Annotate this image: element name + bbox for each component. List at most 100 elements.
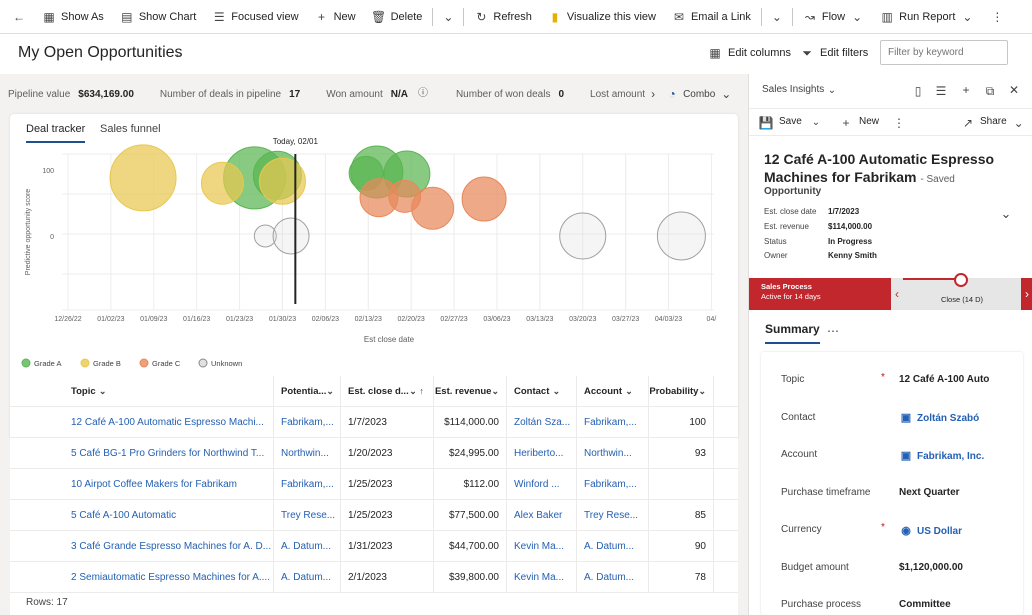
plus-icon[interactable]: + — [962, 83, 970, 97]
column-header[interactable]: Account ⌄ — [577, 376, 649, 407]
info-icon[interactable]: ⓘ — [417, 88, 428, 99]
field-value[interactable]: Next Quarter — [899, 487, 960, 498]
table-cell[interactable]: 12 Café A-100 Automatic Espresso Machi..… — [64, 407, 274, 438]
table-cell[interactable]: A. Datum... — [577, 531, 649, 562]
bpf-next-stage[interactable]: › — [1021, 278, 1032, 310]
panel-new-button[interactable]: + New — [839, 116, 879, 130]
account-icon: ▣ — [900, 449, 912, 462]
table-cell[interactable]: 5 Café BG-1 Pro Grinders for Northwind T… — [64, 438, 274, 469]
field-value[interactable]: ▣ Zoltán Szabó — [899, 412, 979, 426]
table-cell[interactable]: Fabrikam,... — [577, 407, 649, 438]
run-report-button[interactable]: ▥ Run Report ⌄ — [881, 9, 973, 24]
chevron-down-icon[interactable]: ⌄ — [174, 47, 184, 60]
delete-menu-chevron[interactable]: ⌄ — [435, 0, 461, 34]
tab-deal-tracker[interactable]: Deal tracker — [26, 123, 86, 143]
table-cell[interactable]: Trey Rese... — [577, 500, 649, 531]
list-icon[interactable]: ☰ — [935, 84, 947, 98]
table-cell[interactable]: Northwin... — [577, 438, 649, 469]
email-menu-chevron[interactable]: ⌄ — [764, 0, 790, 34]
table-cell[interactable]: Trey Rese... — [274, 500, 341, 531]
table-cell[interactable]: Heriberto... — [507, 438, 577, 469]
more-vertical-icon[interactable]: ⋮ — [893, 116, 905, 130]
visualize-button[interactable]: ▮ Visualize this view — [540, 0, 664, 34]
more-commands-button[interactable]: ⋮ — [982, 0, 1012, 34]
bpf-process-label[interactable]: Sales Process Active for 14 days — [749, 278, 891, 310]
field-value[interactable]: Committee — [899, 599, 951, 610]
table-cell[interactable]: Winford ... — [507, 469, 577, 500]
column-header[interactable]: Topic ⌄ — [64, 376, 274, 407]
table-cell[interactable]: Zoltán Sza... — [507, 407, 577, 438]
close-icon[interactable]: ✕ — [1008, 83, 1020, 97]
bpf-stage-track: Close (14 D) — [903, 273, 1021, 310]
table-cell[interactable]: 3 Café Grande Espresso Machines for A. D… — [64, 531, 274, 562]
email-link-button[interactable]: ✉ Email a Link — [673, 9, 751, 24]
main-area: Pipeline value $634,169.00 Number of deal… — [0, 74, 746, 615]
table-row[interactable]: 5 Café A-100 Automatic Trey Rese... 1/25/2… — [10, 500, 738, 531]
table-row[interactable]: 3 Café Grande Espresso Machines for A. D… — [10, 531, 738, 562]
flow-icon: ↝ — [804, 9, 815, 24]
table-cell[interactable]: A. Datum... — [577, 562, 649, 593]
chevron-down-icon: ⌄ — [491, 386, 499, 396]
bpf-stage-label[interactable]: Close (14 D) — [940, 295, 984, 304]
tab-summary[interactable]: Summary — [765, 322, 820, 344]
table-cell[interactable]: A. Datum... — [274, 531, 341, 562]
filter-keyword-input[interactable] — [880, 40, 1008, 65]
table-cell[interactable]: Fabrikam,... — [577, 469, 649, 500]
table-cell[interactable]: 5 Café A-100 Automatic — [64, 500, 274, 531]
table-row[interactable]: 10 Airpot Coffee Makers for Fabrikam Fabr… — [10, 469, 738, 500]
record-type: Opportunity — [764, 186, 822, 197]
table-cell[interactable]: Kevin Ma... — [507, 531, 577, 562]
delete-button[interactable]: 🗑 Delete — [370, 9, 423, 24]
show-chart-button[interactable]: ▤ Show Chart — [121, 9, 197, 24]
chart-type-select[interactable]: ◔ Combo ⌄ — [665, 87, 733, 101]
refresh-button[interactable]: ↻ Refresh — [476, 9, 532, 24]
separator — [791, 7, 793, 26]
edit-columns-button[interactable]: ▦ Edit columns — [709, 46, 791, 60]
column-header[interactable]: Contact ⌄ — [507, 376, 577, 407]
table-row[interactable]: 5 Café BG-1 Pro Grinders for Northwind T… — [10, 438, 738, 469]
table-row[interactable]: 2 Semiautomatic Espresso Machines for A.… — [10, 562, 738, 593]
x-tick-label: 02/13/23 — [355, 316, 382, 323]
table-cell[interactable]: Alex Baker — [507, 500, 577, 531]
table-row[interactable]: 12 Café A-100 Automatic Espresso Machi..… — [10, 407, 738, 438]
table-cell[interactable]: Kevin Ma... — [507, 562, 577, 593]
show-as-button[interactable]: ▦ Show As — [43, 9, 104, 24]
tab-sales-funnel[interactable]: Sales funnel — [100, 123, 161, 135]
back-button[interactable]: ← — [4, 0, 34, 34]
legend-label: Grade C — [152, 359, 181, 368]
table-cell[interactable]: 10 Airpot Coffee Makers for Fabrikam — [64, 469, 274, 500]
save-button[interactable]: 💾 Save — [758, 116, 802, 130]
new-button[interactable]: + New — [307, 0, 364, 34]
table-cell[interactable]: Northwin... — [274, 438, 341, 469]
column-header[interactable]: Est. close d... ⌄ ↑ — [341, 376, 434, 407]
edit-filters-button[interactable]: ⏷ Edit filters — [800, 46, 868, 60]
chevron-right-icon[interactable]: › — [651, 87, 656, 101]
bpf-prev-stage[interactable]: ‹ — [891, 278, 903, 310]
open-record-icon[interactable]: ▯ — [914, 84, 922, 98]
flow-button[interactable]: ↝ Flow ⌄ — [804, 9, 863, 24]
popout-icon[interactable]: ⧉ — [985, 84, 995, 98]
column-header[interactable]: Est. revenue ⌄ — [434, 376, 507, 407]
column-header[interactable]: Probability ⌄ — [649, 376, 714, 407]
field-value[interactable]: ▣ Fabrikam, Inc. — [899, 449, 984, 463]
chevron-down-icon[interactable]: ⌄ — [827, 85, 837, 96]
table-cell[interactable]: Fabrikam,... — [274, 469, 341, 500]
chevron-down-icon[interactable]: ⌄ — [811, 117, 821, 128]
chevron-down-icon: ⌄ — [625, 386, 633, 396]
share-button[interactable]: ↗ Share ⌄ — [962, 116, 1024, 130]
bpf-stage-marker[interactable] — [954, 273, 968, 287]
expand-header-chevron-icon[interactable]: ⌄ — [1000, 205, 1012, 221]
field-value[interactable]: 12 Café A-100 Auto — [899, 374, 989, 385]
today-marker-label: Today, 02/01 — [273, 137, 319, 146]
more-tabs-icon[interactable]: ⋯ — [827, 324, 839, 338]
view-title[interactable]: My Open Opportunities — [18, 44, 183, 61]
table-cell[interactable]: Fabrikam,... — [274, 407, 341, 438]
panel-title[interactable]: Sales Insights — [762, 84, 825, 95]
field-value[interactable]: ◉ US Dollar — [899, 524, 962, 538]
table-cell[interactable]: A. Datum... — [274, 562, 341, 593]
column-header[interactable]: Potentia... ⌄ — [274, 376, 341, 407]
field-value[interactable]: $1,120,000.00 — [899, 562, 963, 573]
focused-view-button[interactable]: ☰ Focused view — [213, 9, 299, 24]
table-cell[interactable]: 2 Semiautomatic Espresso Machines for A.… — [64, 562, 274, 593]
chevron-down-icon: ⌄ — [962, 9, 973, 24]
